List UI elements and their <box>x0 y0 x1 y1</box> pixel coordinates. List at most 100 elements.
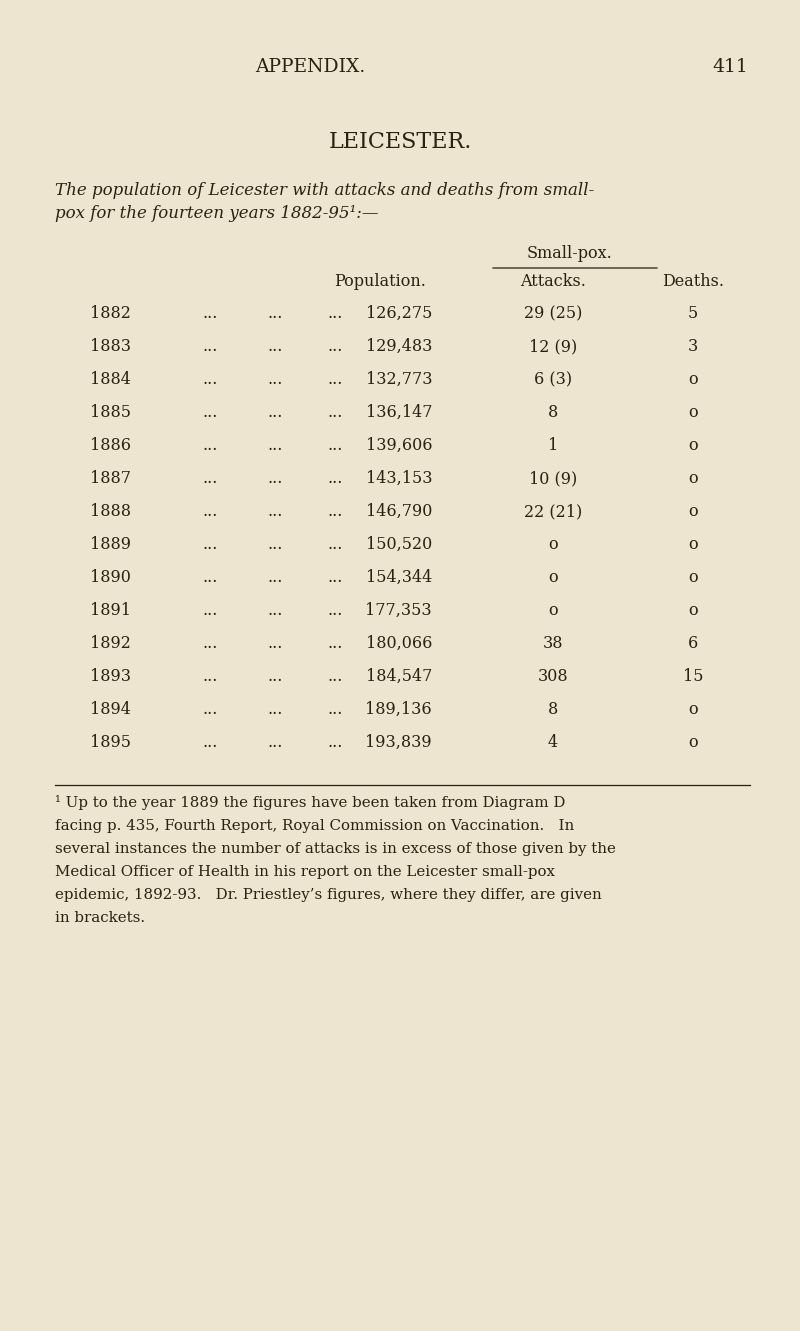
Text: 1889: 1889 <box>90 536 130 552</box>
Text: 4: 4 <box>548 733 558 751</box>
Text: 1890: 1890 <box>90 568 130 586</box>
Text: o: o <box>688 602 698 619</box>
Text: o: o <box>688 503 698 520</box>
Text: Medical Officer of Health in his report on the Leicester small-pox: Medical Officer of Health in his report … <box>55 865 555 878</box>
Text: ...: ... <box>202 437 218 454</box>
Text: in brackets.: in brackets. <box>55 910 145 925</box>
Text: 1888: 1888 <box>90 503 130 520</box>
Text: ...: ... <box>202 536 218 552</box>
Text: o: o <box>688 701 698 717</box>
Text: 139,606: 139,606 <box>366 437 432 454</box>
Text: ...: ... <box>202 338 218 355</box>
Text: o: o <box>688 536 698 552</box>
Text: ...: ... <box>202 305 218 322</box>
Text: ...: ... <box>267 503 282 520</box>
Text: ...: ... <box>327 503 342 520</box>
Text: The population of Leicester with attacks and deaths from small-: The population of Leicester with attacks… <box>55 182 594 200</box>
Text: Attacks.: Attacks. <box>520 273 586 290</box>
Text: ...: ... <box>327 305 342 322</box>
Text: 1886: 1886 <box>90 437 130 454</box>
Text: o: o <box>688 371 698 389</box>
Text: ...: ... <box>327 536 342 552</box>
Text: ...: ... <box>327 470 342 487</box>
Text: o: o <box>548 536 558 552</box>
Text: 143,153: 143,153 <box>366 470 432 487</box>
Text: 5: 5 <box>688 305 698 322</box>
Text: ...: ... <box>267 470 282 487</box>
Text: 6 (3): 6 (3) <box>534 371 572 389</box>
Text: 1882: 1882 <box>90 305 130 322</box>
Text: ...: ... <box>267 668 282 685</box>
Text: ...: ... <box>267 405 282 421</box>
Text: 1883: 1883 <box>90 338 130 355</box>
Text: 1885: 1885 <box>90 405 130 421</box>
Text: ...: ... <box>202 568 218 586</box>
Text: ...: ... <box>267 305 282 322</box>
Text: 22 (21): 22 (21) <box>524 503 582 520</box>
Text: 3: 3 <box>688 338 698 355</box>
Text: ...: ... <box>202 602 218 619</box>
Text: 180,066: 180,066 <box>366 635 432 652</box>
Text: ...: ... <box>327 405 342 421</box>
Text: pox for the fourteen years 1882-95¹:—: pox for the fourteen years 1882-95¹:— <box>55 205 378 222</box>
Text: o: o <box>688 568 698 586</box>
Text: ...: ... <box>267 602 282 619</box>
Text: Small-pox.: Small-pox. <box>527 245 613 262</box>
Text: APPENDIX.: APPENDIX. <box>255 59 365 76</box>
Text: 189,136: 189,136 <box>366 701 432 717</box>
Text: ...: ... <box>327 701 342 717</box>
Text: 177,353: 177,353 <box>366 602 432 619</box>
Text: 136,147: 136,147 <box>366 405 432 421</box>
Text: 193,839: 193,839 <box>366 733 432 751</box>
Text: ...: ... <box>267 701 282 717</box>
Text: 1892: 1892 <box>90 635 130 652</box>
Text: 308: 308 <box>538 668 568 685</box>
Text: ...: ... <box>327 733 342 751</box>
Text: ...: ... <box>202 405 218 421</box>
Text: Population.: Population. <box>334 273 426 290</box>
Text: ...: ... <box>267 437 282 454</box>
Text: ...: ... <box>327 437 342 454</box>
Text: several instances the number of attacks is in excess of those given by the: several instances the number of attacks … <box>55 843 616 856</box>
Text: ...: ... <box>327 568 342 586</box>
Text: 132,773: 132,773 <box>366 371 432 389</box>
Text: ...: ... <box>202 701 218 717</box>
Text: 1894: 1894 <box>90 701 130 717</box>
Text: o: o <box>688 405 698 421</box>
Text: ...: ... <box>267 568 282 586</box>
Text: 15: 15 <box>682 668 703 685</box>
Text: o: o <box>688 437 698 454</box>
Text: 38: 38 <box>542 635 563 652</box>
Text: 1887: 1887 <box>90 470 130 487</box>
Text: ...: ... <box>267 536 282 552</box>
Text: 8: 8 <box>548 701 558 717</box>
Text: ...: ... <box>202 371 218 389</box>
Text: o: o <box>548 568 558 586</box>
Text: 129,483: 129,483 <box>366 338 432 355</box>
Text: 126,275: 126,275 <box>366 305 432 322</box>
Text: epidemic, 1892-93.   Dr. Priestley’s figures, where they differ, are given: epidemic, 1892-93. Dr. Priestley’s figur… <box>55 888 602 902</box>
Text: ...: ... <box>267 371 282 389</box>
Text: Deaths.: Deaths. <box>662 273 724 290</box>
Text: 1891: 1891 <box>90 602 130 619</box>
Text: LEICESTER.: LEICESTER. <box>328 130 472 153</box>
Text: 8: 8 <box>548 405 558 421</box>
Text: 411: 411 <box>712 59 748 76</box>
Text: o: o <box>688 470 698 487</box>
Text: 1893: 1893 <box>90 668 130 685</box>
Text: ...: ... <box>327 338 342 355</box>
Text: 1895: 1895 <box>90 733 130 751</box>
Text: 184,547: 184,547 <box>366 668 432 685</box>
Text: ...: ... <box>267 733 282 751</box>
Text: ...: ... <box>327 602 342 619</box>
Text: ...: ... <box>202 668 218 685</box>
Text: 154,344: 154,344 <box>366 568 432 586</box>
Text: ...: ... <box>327 668 342 685</box>
Text: 146,790: 146,790 <box>366 503 432 520</box>
Text: 29 (25): 29 (25) <box>524 305 582 322</box>
Text: 150,520: 150,520 <box>366 536 432 552</box>
Text: ...: ... <box>202 503 218 520</box>
Text: ...: ... <box>267 635 282 652</box>
Text: ...: ... <box>327 371 342 389</box>
Text: 1: 1 <box>548 437 558 454</box>
